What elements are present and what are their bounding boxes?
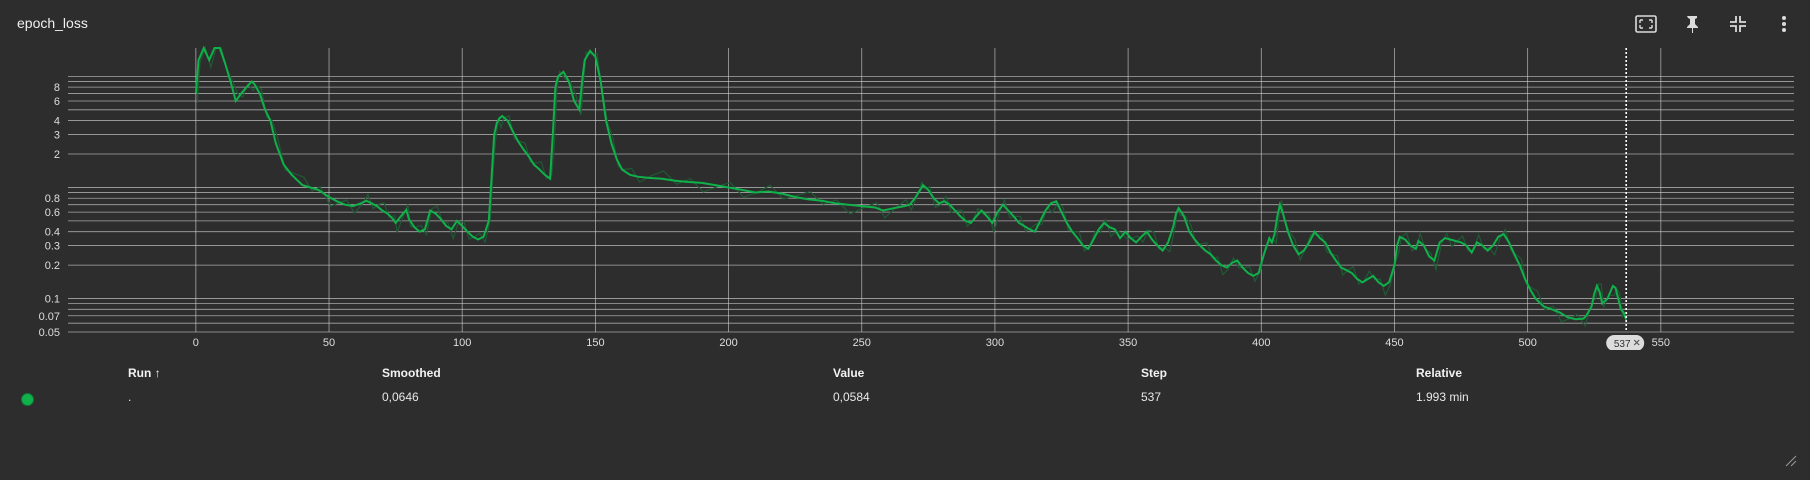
y-tick-label: 6 bbox=[54, 96, 60, 108]
more-options-button[interactable] bbox=[1772, 12, 1796, 36]
loss-chart[interactable]: 8 6 43 2 0.8 0.6 0.4 0.3 0.2 0.1 0.07 0.05 0 50 100 15… bbox=[0, 0, 1810, 350]
y-tick-label: 0.8 bbox=[45, 193, 60, 205]
x-tick-label: 400 bbox=[1252, 337, 1270, 349]
more-vert-icon bbox=[1782, 16, 1786, 32]
smoothed-header[interactable]: Smoothed bbox=[382, 366, 441, 380]
y-tick-label: 0.4 bbox=[45, 227, 60, 239]
x-tick-label: 100 bbox=[453, 337, 471, 349]
collapse-icon bbox=[1730, 16, 1746, 32]
relative-header[interactable]: Relative bbox=[1416, 366, 1463, 380]
raw-series-line bbox=[196, 46, 1628, 328]
card-toolbar bbox=[1634, 12, 1796, 36]
card-title: epoch_loss bbox=[17, 15, 88, 31]
x-tick-label: 300 bbox=[986, 337, 1004, 349]
run-header[interactable]: Run ↑ bbox=[128, 366, 161, 380]
y-tick-label: 0.07 bbox=[39, 311, 60, 323]
smoothed-series-line bbox=[194, 45, 1628, 321]
step-badge-bg bbox=[1606, 335, 1645, 350]
y-tick-label: 0.3 bbox=[45, 241, 60, 253]
y-tick-label: 3 bbox=[54, 129, 60, 141]
y-tick-label: 8 bbox=[54, 82, 60, 94]
step-value: 537 bbox=[1141, 390, 1162, 404]
raw-value: 0,0584 bbox=[833, 390, 870, 404]
y-tick-label: 4 bbox=[54, 116, 60, 128]
step-header[interactable]: Step bbox=[1141, 366, 1168, 380]
step-cursor-badge[interactable]: 537 bbox=[1606, 335, 1645, 350]
collapse-button[interactable] bbox=[1726, 12, 1750, 36]
y-tick-label: 0.6 bbox=[45, 207, 60, 219]
y-tick-label: 0.2 bbox=[45, 260, 60, 272]
y-tick-label: 0.05 bbox=[39, 327, 60, 339]
y-tick-label: 0.1 bbox=[45, 294, 60, 306]
x-tick-label: 350 bbox=[1119, 337, 1137, 349]
x-tick-label: 500 bbox=[1518, 337, 1536, 349]
x-tick-label: 50 bbox=[323, 337, 335, 349]
relative-value: 1.993 min bbox=[1416, 390, 1469, 404]
value-header[interactable]: Value bbox=[833, 366, 865, 380]
run-color-dot bbox=[21, 393, 34, 406]
x-tick-label: 250 bbox=[853, 337, 871, 349]
pin-icon bbox=[1687, 16, 1698, 33]
x-tick-label: 150 bbox=[586, 337, 604, 349]
x-tick-label: 200 bbox=[719, 337, 737, 349]
fit-domain-icon bbox=[1635, 15, 1657, 33]
x-tick-label: 450 bbox=[1385, 337, 1403, 349]
close-icon-stroke bbox=[1633, 339, 1640, 346]
y-tick-label: 2 bbox=[54, 149, 60, 161]
x-tick-label: 0 bbox=[193, 337, 199, 349]
run-name: . bbox=[128, 390, 132, 404]
close-icon bbox=[1633, 339, 1640, 346]
fit-domain-button[interactable] bbox=[1634, 12, 1658, 36]
x-tick-label: 550 bbox=[1652, 337, 1670, 349]
card-resize-handle[interactable] bbox=[1782, 452, 1798, 468]
pin-button[interactable] bbox=[1680, 12, 1704, 36]
smoothed-value: 0,0646 bbox=[382, 390, 419, 404]
step-badge-label: 537 bbox=[1614, 339, 1631, 350]
